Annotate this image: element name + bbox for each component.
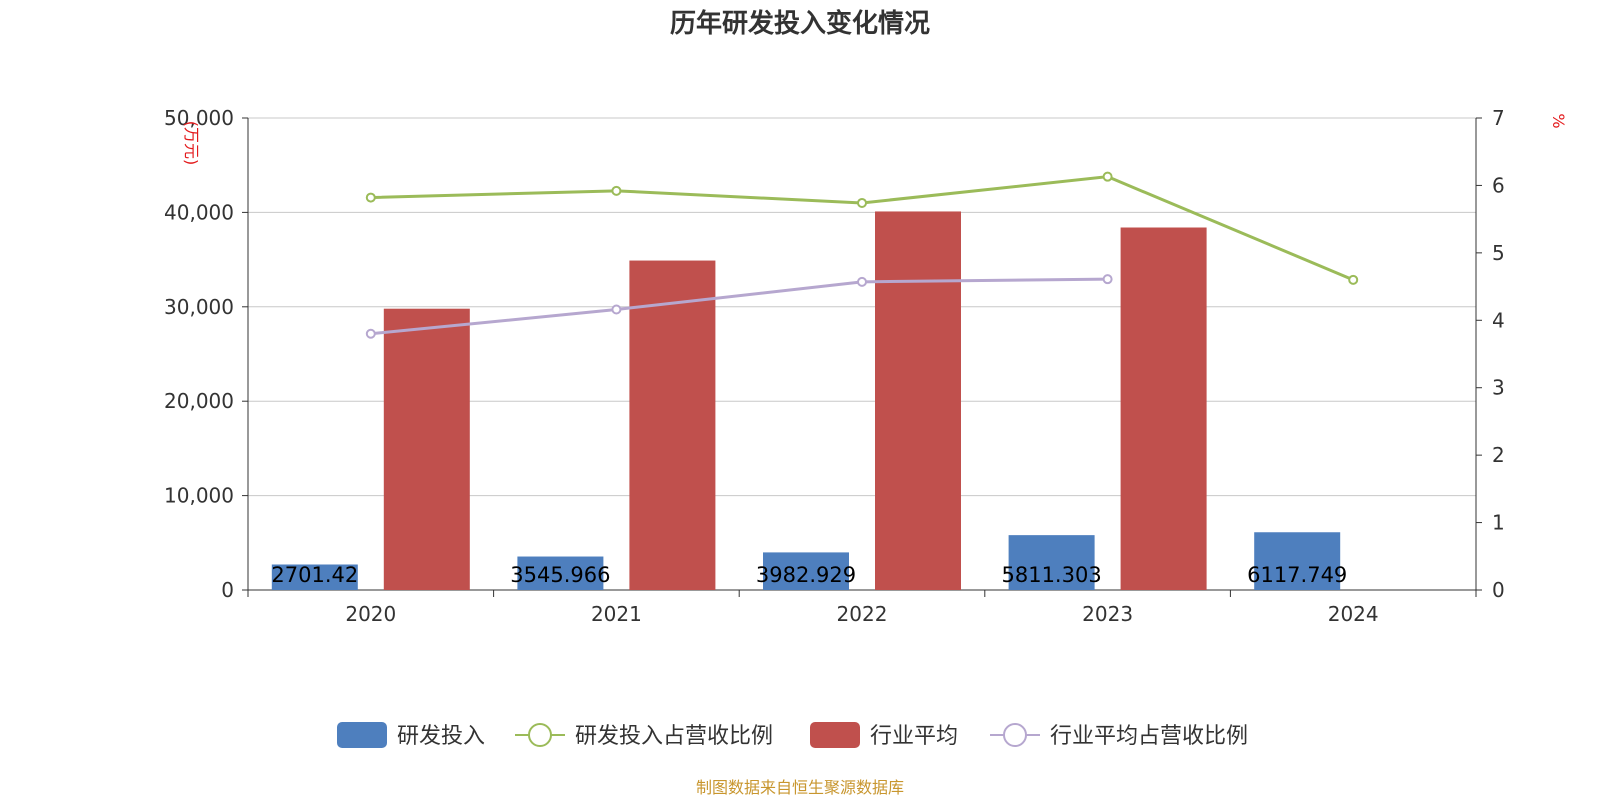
x-tick-label: 2021 — [591, 602, 642, 626]
line-point — [365, 328, 376, 339]
bars — [271, 211, 1341, 590]
legend-label: 行业平均 — [870, 724, 958, 749]
y-right-unit: % — [1549, 113, 1568, 128]
x-tick-label: 2022 — [837, 602, 888, 626]
axes: 0 10,000 20,000 30,000 40,000 50,000 0 1 2 3 4 5 6 7 2… — [164, 106, 1568, 626]
legend-label: 研发投入占营收比例 — [575, 724, 773, 749]
line-point — [1102, 171, 1113, 182]
legend-label: 行业平均占营收比例 — [1050, 724, 1248, 749]
bar-industry-2022 — [875, 211, 961, 590]
line-point — [857, 276, 867, 287]
data-label: 3982.929 — [756, 563, 856, 587]
x-tick-label: 2020 — [345, 602, 396, 626]
line-point — [1348, 274, 1359, 285]
y-right-tick-label: 5 — [1492, 241, 1505, 265]
chart-title: 历年研发投入变化情况 — [670, 8, 930, 39]
data-label: 5811.303 — [1001, 563, 1101, 587]
legend-swatch-marker — [528, 723, 552, 747]
y-right-tick-label: 4 — [1492, 308, 1505, 332]
y-left-tick-label: 20,000 — [164, 389, 234, 413]
x-tick-label: 2024 — [1328, 602, 1379, 626]
line-point — [365, 192, 376, 203]
bar-industry-2023 — [1120, 227, 1207, 590]
line-industry-ratio — [370, 277, 1108, 336]
data-labels: 2701.42 3545.966 3982.929 5811.303 6117.749 — [271, 563, 1347, 587]
legend: 研发投入 研发投入占营收比例 行业平均 行业平均占营收比例 — [337, 722, 1248, 749]
y-right-tick-label: 7 — [1492, 106, 1505, 130]
data-label: 3545.966 — [510, 563, 610, 587]
data-label: 2701.42 — [271, 563, 358, 587]
bar-industry-2021 — [629, 260, 716, 590]
line-point — [1102, 274, 1113, 285]
y-left-tick-label: 50,000 — [164, 106, 234, 130]
line-point — [611, 185, 622, 196]
y-right-tick-label: 3 — [1492, 376, 1505, 400]
lines — [365, 171, 1359, 339]
data-label: 6117.749 — [1247, 563, 1347, 587]
y-right-tick-label: 6 — [1492, 173, 1505, 197]
y-right-tick-label: 0 — [1492, 578, 1505, 602]
legend-swatch-marker — [1003, 723, 1027, 747]
y-left-tick-label: 30,000 — [164, 295, 234, 319]
bar-rd-2024 — [1254, 532, 1341, 590]
bar-rd-2023 — [1008, 535, 1095, 590]
line-point — [857, 197, 867, 208]
y-left-tick-label: 40,000 — [164, 200, 234, 224]
bar-rd-2020 — [271, 564, 358, 590]
y-right-tick-label: 2 — [1492, 443, 1505, 467]
legend-swatch-bar — [337, 722, 387, 748]
y-left-tick-label: 0 — [221, 578, 234, 602]
legend-label: 研发投入 — [397, 724, 485, 749]
bar-rd-2021 — [517, 556, 604, 590]
y-left-unit: (万元) — [182, 121, 201, 166]
bar-industry-2020 — [383, 308, 470, 590]
y-right-tick-label: 1 — [1492, 511, 1505, 535]
source-note: 制图数据来自恒生聚源数据库 — [696, 778, 904, 797]
y-left-tick-label: 10,000 — [164, 484, 234, 508]
bar-rd-2022 — [763, 552, 849, 590]
line-point — [611, 304, 622, 315]
x-tick-label: 2023 — [1082, 602, 1133, 626]
legend-swatch-bar — [810, 722, 860, 748]
